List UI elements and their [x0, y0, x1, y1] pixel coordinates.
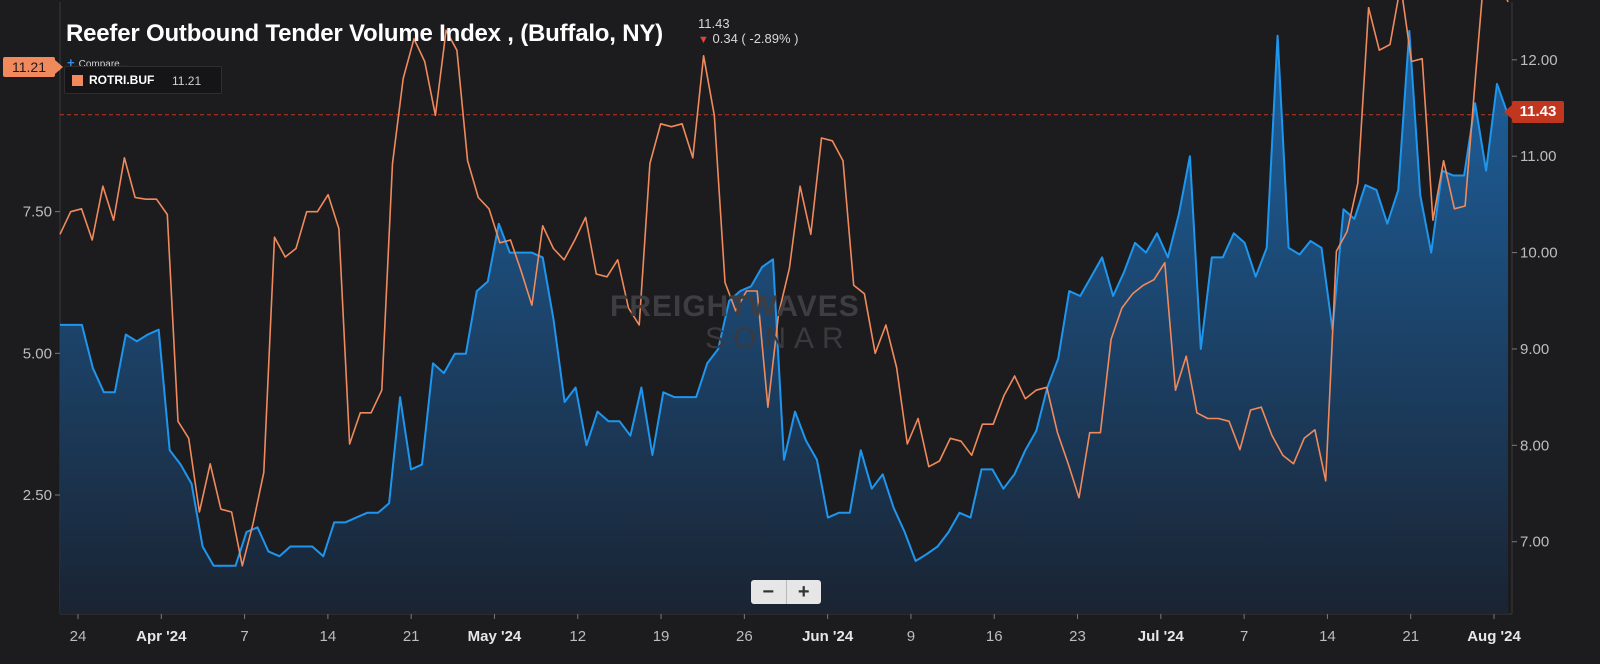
x-tick-label: May '24: [468, 628, 522, 645]
x-tick-label: 21: [1402, 628, 1419, 645]
x-tick-label: 23: [1069, 628, 1086, 645]
chart-title: Reefer Outbound Tender Volume Index , (B…: [66, 20, 663, 47]
current-price: 11.43: [698, 16, 730, 31]
watermark-sonar: SONAR: [705, 322, 852, 355]
x-tick-label: 21: [403, 628, 420, 645]
legend[interactable]: ROTRI.BUF 11.21: [64, 66, 222, 94]
right-tick-label: 12.00: [1520, 52, 1558, 69]
blue-series-line: [60, 29, 1509, 567]
left-axis-value-badge: 11.21: [3, 57, 63, 77]
x-tick-label: 7: [1240, 628, 1248, 645]
x-tick-label: 19: [653, 628, 670, 645]
compare-button[interactable]: + Compare...: [67, 55, 128, 70]
right-tick-label: 9.00: [1520, 341, 1549, 358]
x-tick-label: 24: [70, 628, 87, 645]
legend-swatch: [72, 75, 83, 86]
orange-series-line: [59, 0, 1509, 567]
left-tick-label: 5.00: [23, 345, 52, 362]
price-change-text: 0.34 ( -2.89% ): [712, 31, 799, 46]
x-tick-label: 16: [986, 628, 1003, 645]
x-tick-label: 14: [1319, 628, 1336, 645]
zoom-out-button[interactable]: −: [762, 581, 775, 603]
left-tick-label: 2.50: [23, 487, 52, 504]
x-tick-label: 7: [240, 628, 248, 645]
right-tick-label: 8.00: [1520, 437, 1549, 454]
x-tick-label: Aug '24: [1467, 628, 1521, 645]
x-tick-label: Jun '24: [802, 628, 854, 645]
compare-label: Compare...: [78, 59, 129, 70]
price-change: ▼ 0.34 ( -2.89% ): [698, 31, 799, 46]
legend-series-name: ROTRI.BUF: [89, 73, 155, 87]
blue-series-area: [60, 30, 1508, 614]
zoom-controls: − +: [751, 580, 821, 604]
legend-series-value: 11.21: [172, 74, 202, 88]
x-tick-label: 26: [736, 628, 753, 645]
x-tick-label: 12: [569, 628, 586, 645]
zoom-in-button[interactable]: +: [785, 580, 822, 604]
right-tick-label: 7.00: [1520, 534, 1549, 551]
x-tick-label: Apr '24: [136, 628, 187, 645]
x-tick-label: 9: [907, 628, 915, 645]
right-axis-value-badge: 11.43: [1504, 101, 1564, 123]
down-arrow-icon: ▼: [698, 34, 709, 46]
watermark-freightwaves: FREIGHTWAVES: [610, 290, 860, 323]
left-tick-label: 7.50: [23, 204, 52, 221]
x-tick-label: 14: [320, 628, 337, 645]
right-tick-label: 10.00: [1520, 245, 1558, 262]
x-tick-label: Jul '24: [1138, 628, 1185, 645]
right-tick-label: 11.00: [1520, 148, 1556, 165]
plus-icon: +: [67, 55, 75, 70]
